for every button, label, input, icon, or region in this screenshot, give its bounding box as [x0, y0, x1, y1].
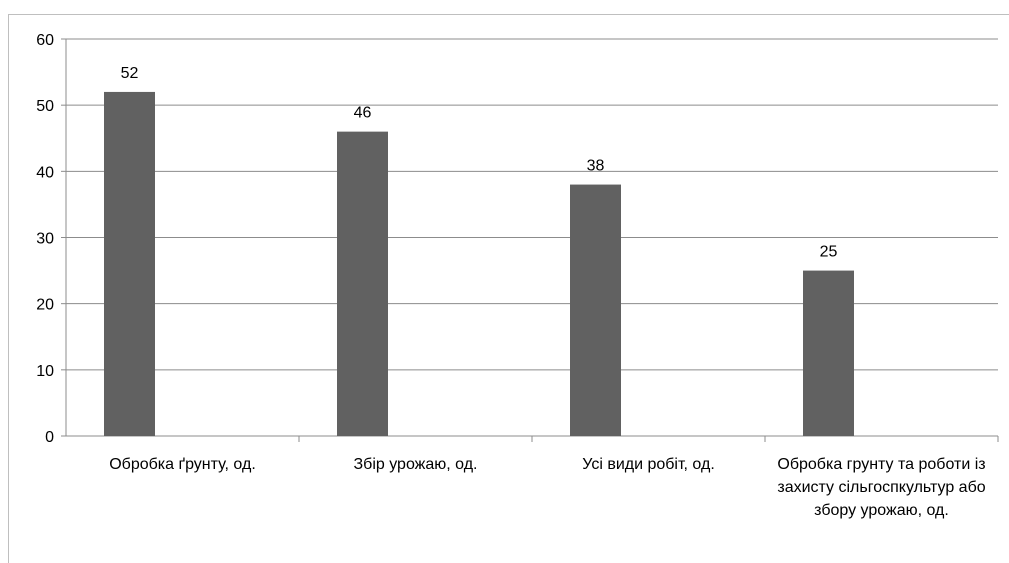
y-tick-label-40: 40 — [36, 164, 54, 181]
axes: 0 10 20 30 40 50 60 — [36, 32, 999, 446]
data-labels: 52 46 38 25 — [121, 65, 838, 261]
y-tick-label-30: 30 — [36, 231, 54, 248]
x-category-label-4: Обробка грунту та роботи із захисту сіль… — [777, 456, 986, 519]
x-category-label-3: Усі види робіт, од. — [582, 456, 715, 473]
data-label-2: 46 — [354, 105, 372, 122]
y-tick-label-10: 10 — [36, 363, 54, 380]
y-tick-label-20: 20 — [36, 297, 54, 314]
y-tick-label-0: 0 — [45, 429, 54, 446]
y-tick-label-60: 60 — [36, 32, 54, 49]
x-category-label-2: Збір урожаю, од. — [353, 456, 478, 473]
chart-frame-left — [8, 14, 9, 563]
y-tick-label-50: 50 — [36, 98, 54, 115]
bars — [104, 91, 854, 436]
bar-4 — [803, 270, 854, 436]
bar-2 — [337, 131, 388, 436]
data-label-3: 38 — [587, 158, 605, 175]
bar-1 — [104, 91, 155, 436]
bar-3 — [570, 184, 621, 436]
x-category-label-1: Обробка ґрунту, од. — [109, 456, 256, 473]
gridlines — [66, 38, 998, 371]
chart-frame-top — [8, 14, 1009, 15]
data-label-1: 52 — [121, 65, 139, 82]
data-label-4: 25 — [820, 244, 838, 261]
